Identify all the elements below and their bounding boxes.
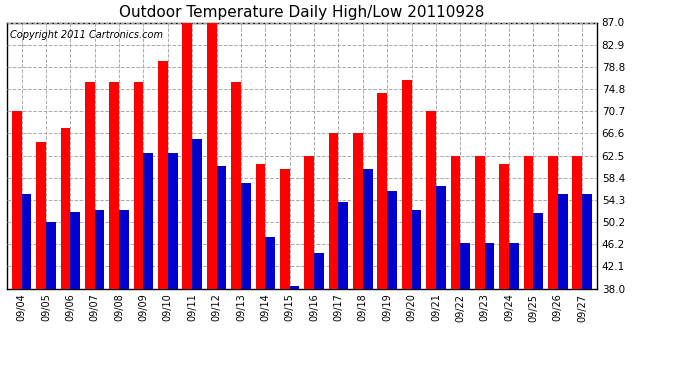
Bar	[484, 243, 495, 375]
Bar	[21, 194, 31, 375]
Bar	[95, 210, 104, 375]
Bar	[158, 60, 168, 375]
Bar	[134, 82, 144, 375]
Bar	[533, 213, 543, 375]
Bar	[12, 111, 21, 375]
Bar	[304, 156, 314, 375]
Bar	[182, 22, 193, 375]
Bar	[61, 129, 70, 375]
Bar	[314, 254, 324, 375]
Text: Copyright 2011 Cartronics.com: Copyright 2011 Cartronics.com	[10, 30, 163, 40]
Bar	[475, 156, 484, 375]
Bar	[426, 111, 436, 375]
Bar	[231, 82, 241, 375]
Bar	[328, 134, 338, 375]
Bar	[460, 243, 470, 375]
Bar	[168, 153, 177, 375]
Bar	[338, 202, 348, 375]
Bar	[509, 243, 519, 375]
Bar	[290, 286, 299, 375]
Bar	[411, 210, 422, 375]
Bar	[241, 183, 250, 375]
Bar	[119, 210, 129, 375]
Bar	[558, 194, 568, 375]
Title: Outdoor Temperature Daily High/Low 20110928: Outdoor Temperature Daily High/Low 20110…	[119, 5, 484, 20]
Bar	[377, 93, 387, 375]
Bar	[109, 82, 119, 375]
Bar	[266, 237, 275, 375]
Bar	[46, 222, 56, 375]
Bar	[500, 164, 509, 375]
Bar	[207, 22, 217, 375]
Bar	[524, 156, 533, 375]
Bar	[387, 191, 397, 375]
Bar	[85, 82, 95, 375]
Bar	[402, 80, 411, 375]
Bar	[280, 169, 290, 375]
Bar	[363, 169, 373, 375]
Bar	[144, 153, 153, 375]
Bar	[36, 142, 46, 375]
Bar	[255, 164, 266, 375]
Bar	[70, 211, 80, 375]
Bar	[451, 156, 460, 375]
Bar	[436, 186, 446, 375]
Bar	[582, 194, 592, 375]
Bar	[193, 140, 202, 375]
Bar	[353, 134, 363, 375]
Bar	[573, 156, 582, 375]
Bar	[217, 166, 226, 375]
Bar	[548, 156, 558, 375]
